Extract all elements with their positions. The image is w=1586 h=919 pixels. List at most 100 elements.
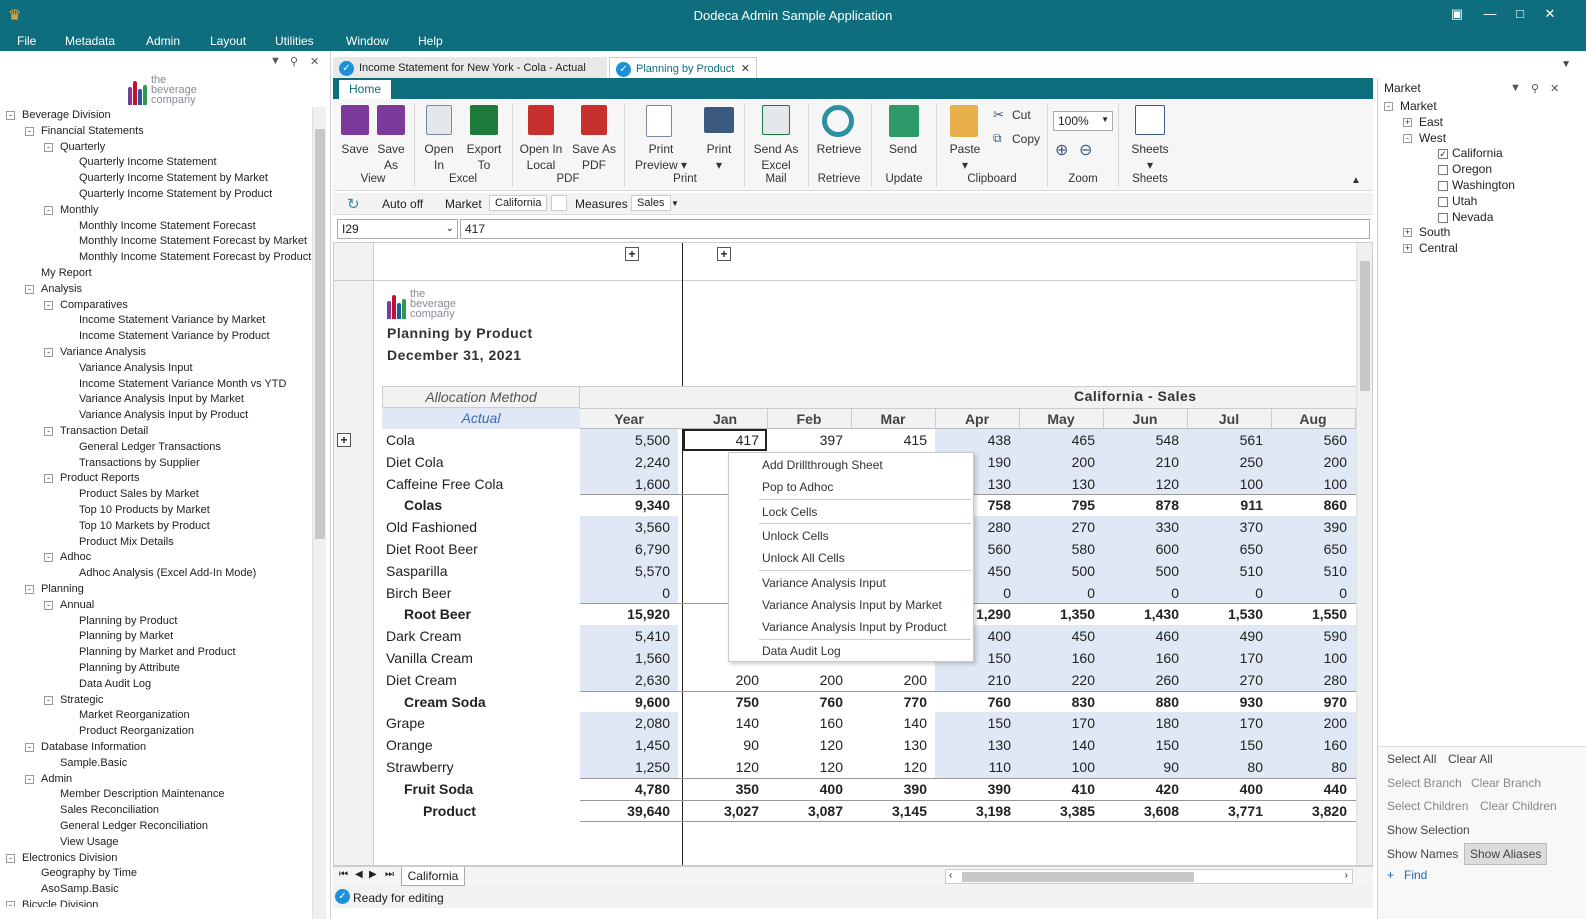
market-selector[interactable]: California xyxy=(489,195,548,211)
data-cell[interactable]: 3,560 xyxy=(634,519,670,536)
refresh-icon[interactable]: ↻ xyxy=(347,196,360,213)
data-cell[interactable]: 80 xyxy=(1247,759,1263,775)
data-cell[interactable]: 200 xyxy=(1071,453,1095,470)
data-cell[interactable]: 3,385 xyxy=(1059,802,1095,819)
data-cell[interactable]: 200 xyxy=(1323,715,1347,732)
tabs-dropdown-icon[interactable]: ▼ xyxy=(1561,59,1571,70)
tree-item[interactable]: Annual xyxy=(60,598,95,611)
tree-expander-icon[interactable]: - xyxy=(25,743,34,752)
data-cell[interactable]: 3,820 xyxy=(1311,802,1347,819)
column-group-expand-icon[interactable]: + xyxy=(625,247,639,261)
prev-sheet-icon[interactable]: ◀ xyxy=(355,869,363,880)
row-label[interactable]: Diet Cream xyxy=(386,671,457,688)
data-cell[interactable]: 560 xyxy=(1323,432,1347,448)
tree-item[interactable]: Adhoc Analysis (Excel Add-In Mode) xyxy=(79,567,257,580)
data-cell[interactable]: 590 xyxy=(1323,628,1347,645)
tree-expander-icon[interactable]: - xyxy=(44,695,53,705)
tree-item[interactable]: Income Statement Variance by Market xyxy=(79,314,266,327)
menu-utilities[interactable]: Utilities xyxy=(275,34,314,48)
data-cell[interactable]: 880 xyxy=(1155,693,1179,710)
data-cell[interactable]: 1,290 xyxy=(975,606,1011,623)
data-cell[interactable]: 500 xyxy=(1071,562,1095,579)
data-cell[interactable]: 490 xyxy=(1239,628,1263,645)
data-cell[interactable]: 180 xyxy=(1155,715,1179,732)
tree-item[interactable]: Variance Analysis Input by Product xyxy=(79,409,249,422)
tree-item[interactable]: Quarterly Income Statement by Product xyxy=(79,188,273,200)
scroll-right-icon[interactable]: › xyxy=(1344,870,1348,881)
data-cell[interactable]: 140 xyxy=(1071,737,1095,754)
menu-file[interactable]: File xyxy=(17,34,37,48)
market-checkbox[interactable]: ✓ xyxy=(1438,149,1448,160)
data-cell[interactable]: 650 xyxy=(1323,541,1347,557)
data-cell[interactable]: 1,350 xyxy=(1059,606,1095,623)
tree-item[interactable]: Planning by Product xyxy=(79,614,178,627)
market-expander-icon[interactable]: - xyxy=(1384,102,1393,111)
tab-planning-by-product[interactable]: ✓ Planning by Product ✕ xyxy=(609,57,757,79)
print-button[interactable]: Print ▾ xyxy=(706,142,732,172)
row-group-expand-icon[interactable]: + xyxy=(337,433,351,447)
tree-scrollbar[interactable] xyxy=(312,107,326,919)
data-cell[interactable]: 860 xyxy=(1323,497,1347,514)
data-cell[interactable]: 410 xyxy=(1071,780,1095,797)
pane-close-icon[interactable]: ✕ xyxy=(1550,83,1560,95)
row-label[interactable]: Colas xyxy=(404,497,443,514)
market-checkbox[interactable] xyxy=(1438,181,1448,191)
data-cell[interactable]: 0 xyxy=(1087,584,1095,601)
clear-children-button[interactable]: Clear Children xyxy=(1480,799,1557,813)
data-cell[interactable]: 280 xyxy=(1323,671,1347,688)
market-node[interactable]: Oregon xyxy=(1452,162,1493,177)
tree-item[interactable]: Product Mix Details xyxy=(79,535,174,548)
tree-expander-icon[interactable]: - xyxy=(44,474,53,484)
tab-close-icon[interactable]: ✕ xyxy=(740,63,750,75)
pin-icon[interactable]: ⚲ xyxy=(290,56,299,68)
open-in-local-button[interactable]: Open In Local xyxy=(519,142,563,172)
data-cell[interactable]: 0 xyxy=(662,584,670,601)
data-cell[interactable]: 0 xyxy=(1255,584,1263,601)
tree-item[interactable]: Variance Analysis Input xyxy=(79,361,193,374)
tree-item[interactable]: Top 10 Markets by Product xyxy=(79,519,210,532)
data-cell[interactable]: 100 xyxy=(1239,475,1263,492)
tree-item[interactable]: Strategic xyxy=(60,693,104,706)
data-cell[interactable]: 150 xyxy=(987,650,1011,666)
export-to-excel-button[interactable]: Export To xyxy=(466,142,502,172)
data-cell[interactable]: 750 xyxy=(735,693,759,710)
data-cell[interactable]: 200 xyxy=(903,671,927,688)
tree-item[interactable]: My Report xyxy=(41,267,92,279)
data-cell[interactable]: 1,530 xyxy=(1227,606,1263,623)
data-cell[interactable]: 110 xyxy=(988,759,1011,775)
row-label[interactable]: Root Beer xyxy=(404,606,471,623)
tree-item[interactable]: Transactions by Supplier xyxy=(79,456,200,469)
data-cell[interactable]: 130 xyxy=(987,475,1011,492)
data-cell[interactable]: 770 xyxy=(903,693,927,710)
row-label[interactable]: Dark Cream xyxy=(386,628,462,645)
data-cell[interactable]: 440 xyxy=(1323,780,1347,797)
data-cell[interactable]: 220 xyxy=(1071,671,1095,688)
data-cell[interactable]: 3,027 xyxy=(723,802,759,819)
pane-close-icon[interactable]: ✕ xyxy=(310,56,320,68)
select-children-button[interactable]: Select Children xyxy=(1387,799,1469,813)
market-node[interactable]: Market xyxy=(1400,99,1437,113)
data-cell[interactable]: 160 xyxy=(819,715,843,732)
zoom-out-icon[interactable]: ⊖ xyxy=(1079,142,1093,159)
data-cell[interactable]: 450 xyxy=(1071,628,1095,645)
auto-off-toggle[interactable]: Auto off xyxy=(382,197,424,211)
retrieve-button[interactable]: Retrieve xyxy=(816,142,862,156)
tree-expander-icon[interactable]: - xyxy=(25,585,34,594)
tree-expander-icon[interactable]: - xyxy=(25,284,34,294)
data-cell[interactable]: 795 xyxy=(1071,497,1095,514)
data-cell[interactable]: 130 xyxy=(1071,475,1095,492)
tree-item[interactable]: Planning by Attribute xyxy=(79,662,180,674)
menu-window[interactable]: Window xyxy=(346,34,389,48)
data-cell[interactable]: 760 xyxy=(819,693,843,710)
menu-variance-by-product[interactable]: Variance Analysis Input by Product xyxy=(762,620,947,634)
measures-dropdown-icon[interactable]: ▼ xyxy=(671,199,679,208)
data-cell[interactable]: 130 xyxy=(903,737,927,754)
tree-item[interactable]: Sales Reconciliation xyxy=(60,804,160,817)
menu-data-audit-log[interactable]: Data Audit Log xyxy=(762,644,841,658)
pov-blank-box[interactable] xyxy=(551,195,567,211)
row-label[interactable]: Old Fashioned xyxy=(386,519,478,536)
data-cell[interactable]: 100 xyxy=(1071,759,1095,775)
data-cell[interactable]: 190 xyxy=(987,453,1011,470)
column-group-expand-icon[interactable]: + xyxy=(717,247,731,261)
data-cell[interactable]: 90 xyxy=(743,737,759,754)
